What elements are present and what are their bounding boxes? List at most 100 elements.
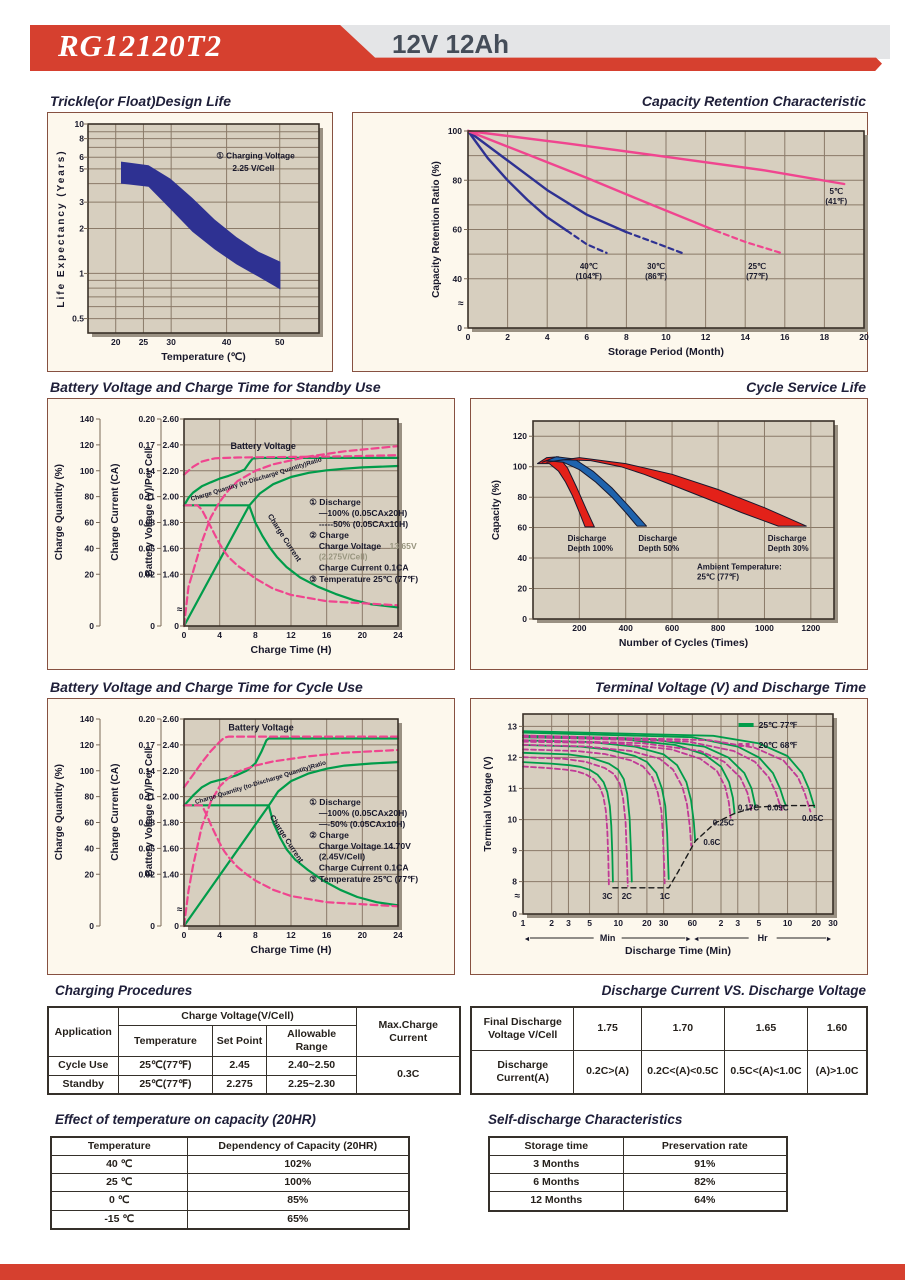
svg-text:0: 0 [174, 921, 179, 931]
svg-text:6: 6 [584, 332, 589, 342]
svg-text:Battery Voltage: Battery Voltage [228, 722, 293, 732]
svg-text:(2.275V/Cell): (2.275V/Cell) [319, 552, 368, 561]
svg-text:13: 13 [508, 721, 518, 731]
svg-text:2: 2 [719, 918, 724, 928]
svg-text:12: 12 [701, 332, 711, 342]
svg-text:◄: ◄ [693, 936, 700, 943]
svg-text:0.05: 0.05 [138, 843, 155, 853]
cell-range: 2.25~2.30 [265, 1074, 358, 1095]
svg-text:0.02: 0.02 [138, 869, 155, 879]
svg-text:Charge Current (CA): Charge Current (CA) [110, 764, 121, 861]
svg-text:2: 2 [505, 332, 510, 342]
cell-storage: 6 Months [488, 1173, 624, 1193]
svg-text:3: 3 [79, 197, 84, 207]
svg-text:25℃(77℉): 25℃ (77℉) [746, 262, 768, 281]
discharge-voltage-table: Final Discharge Voltage V/Cell 1.75 1.70… [470, 1006, 868, 1095]
svg-text:20: 20 [518, 584, 528, 594]
svg-text:100: 100 [448, 126, 462, 136]
svg-text:2.25 V/Cell: 2.25 V/Cell [232, 163, 274, 173]
svg-text:Charge Time (H): Charge Time (H) [251, 644, 332, 656]
svg-text:◄: ◄ [524, 936, 531, 943]
svg-text:800: 800 [711, 623, 725, 633]
cell-capacity: 100% [186, 1173, 410, 1193]
svg-text:20: 20 [85, 869, 95, 879]
table-row: Standby 25℃(77℉) 2.275 2.25~2.30 [47, 1074, 460, 1095]
svg-text:10: 10 [508, 815, 518, 825]
cell-temp: -15 ℃ [50, 1209, 188, 1230]
svg-text:►: ► [685, 936, 692, 943]
svg-text:10: 10 [75, 119, 85, 129]
svg-text:13.65V: 13.65V [389, 541, 417, 551]
svg-text:3C: 3C [602, 892, 612, 901]
svg-text:Capacity Retention Ratio (%): Capacity Retention Ratio (%) [431, 161, 442, 298]
svg-text:Battery Voltage (V)/Per Cell: Battery Voltage (V)/Per Cell [144, 748, 155, 877]
svg-text:0.09C: 0.09C [767, 804, 789, 813]
cell-rate: 82% [622, 1173, 788, 1193]
svg-text:1.80: 1.80 [162, 518, 179, 528]
col-allowable-range: Allowable Range [265, 1025, 358, 1058]
svg-text:5: 5 [757, 918, 762, 928]
cell-temp: 25℃(77℉) [117, 1056, 214, 1076]
svg-text:600: 600 [665, 623, 679, 633]
cell-voltage: 1.60 [807, 1006, 868, 1051]
col-storage-time: Storage time [488, 1136, 624, 1157]
temperature-capacity-title: Effect of temperature on capacity (20HR) [55, 1112, 316, 1127]
chart-panel-terminal: 1 2 3 5 10 20 30 60 2 3 5 10 20 30 Discharge Time (Min… [470, 698, 868, 975]
table-row: 12 Months 64% [488, 1191, 788, 1211]
svg-text:Charge Current 0.1CA: Charge Current 0.1CA [319, 562, 409, 572]
svg-text:25: 25 [139, 337, 149, 347]
svg-text:8: 8 [512, 877, 517, 887]
svg-text:40: 40 [518, 553, 528, 563]
svg-text:40: 40 [222, 337, 232, 347]
svg-text:0.08: 0.08 [138, 818, 155, 828]
svg-text:Temperature (℃): Temperature (℃) [161, 351, 246, 363]
svg-text:20: 20 [811, 918, 821, 928]
row-label-discharge-current: Discharge Current(A) [470, 1050, 575, 1095]
svg-text:20: 20 [111, 337, 121, 347]
svg-text:80: 80 [85, 792, 95, 802]
cell-temp: 40 ℃ [50, 1155, 188, 1175]
svg-text:2.20: 2.20 [162, 466, 179, 476]
svg-text:2.60: 2.60 [162, 714, 179, 724]
svg-text:0: 0 [150, 621, 155, 631]
col-application: Application [47, 1006, 119, 1058]
svg-text:4: 4 [217, 930, 222, 940]
svg-text:60: 60 [518, 523, 528, 533]
self-discharge-table: Storage time Preservation rate 3 Months 9… [488, 1136, 788, 1212]
svg-text:Ambient Temperature:25℃ (77℉): Ambient Temperature: 25℃ (77℉) [697, 563, 782, 582]
svg-text:Number of Cycles (Times): Number of Cycles (Times) [619, 637, 748, 649]
svg-text:50: 50 [275, 337, 285, 347]
chart-panel-cyclelife: 200 400 600 800 1000 1200 Number of Cycles (Ti… [470, 398, 868, 670]
chart-panel-retention: 0 2 4 6 8 10 12 14 16 18 20 Storage Period (Month) 1… [352, 112, 869, 372]
svg-text:(2.45V/Cell): (2.45V/Cell) [319, 851, 365, 861]
svg-text:0.02: 0.02 [138, 569, 155, 579]
svg-text:140: 140 [80, 414, 94, 424]
svg-text:0.20: 0.20 [138, 414, 155, 424]
cell-current: 0.2C<(A)<0.5C [640, 1050, 725, 1095]
svg-text:12: 12 [508, 752, 518, 762]
col-set-point: Set Point [212, 1025, 267, 1058]
svg-text:18: 18 [820, 332, 830, 342]
chart-panel-trickle: 20 25 30 40 50 Temperature (℃) 10 8 6 5 3 2 1 0.5 Life… [47, 112, 333, 372]
table-row: 3 Months 91% [488, 1155, 788, 1175]
chart-title-terminal: Terminal Voltage (V) and Discharge Time [595, 679, 866, 695]
cell-temp: 0 ℃ [50, 1191, 188, 1211]
svg-text:Battery Voltage: Battery Voltage [231, 441, 296, 451]
footer-bar [0, 1264, 905, 1280]
svg-text:12: 12 [286, 930, 296, 940]
svg-text:-----50% (0.05CAx10H): -----50% (0.05CAx10H) [319, 519, 408, 529]
svg-text:≈: ≈ [177, 605, 183, 616]
svg-text:8: 8 [624, 332, 629, 342]
svg-text:24: 24 [393, 930, 403, 940]
svg-text:16: 16 [780, 332, 790, 342]
chart-title-cyclelife: Cycle Service Life [746, 379, 866, 395]
svg-text:1200: 1200 [801, 623, 820, 633]
cell-current: 0.5C<(A)<1.0C [723, 1050, 809, 1095]
svg-text:Charge Quantity (%): Charge Quantity (%) [54, 764, 65, 860]
svg-text:40: 40 [453, 274, 463, 284]
svg-text:② Charge: ② Charge [309, 530, 349, 540]
svg-text:2.20: 2.20 [162, 766, 179, 776]
svg-text:① Discharge: ① Discharge [309, 497, 361, 507]
